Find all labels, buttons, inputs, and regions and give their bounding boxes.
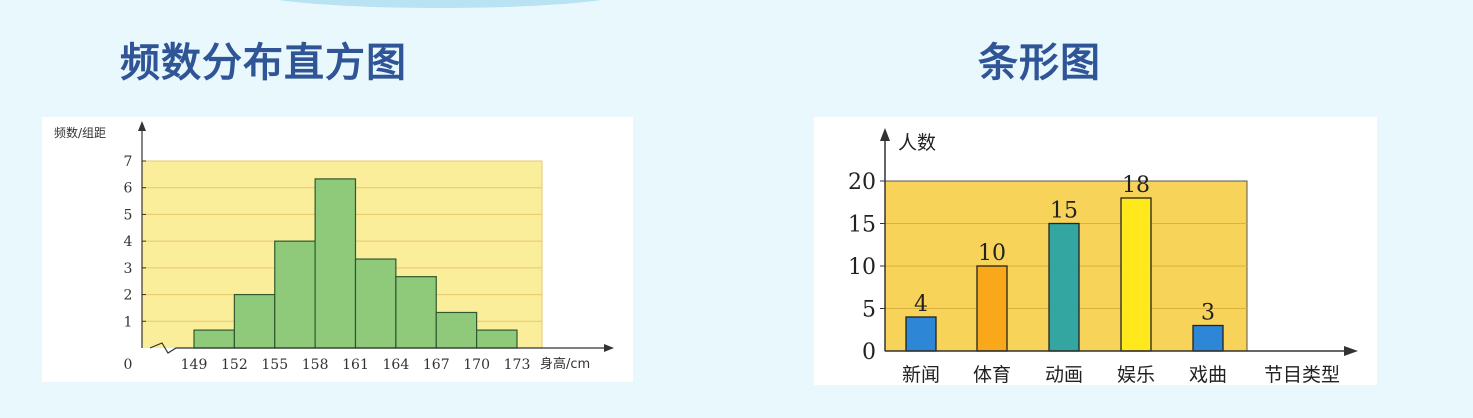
bar-data-label: 3 [1201,301,1215,326]
histogram-x-tick-label: 164 [383,357,410,373]
bar-chart-heading: 条形图 [978,40,1101,86]
bar-data-label: 18 [1122,173,1150,198]
histogram-bar [395,276,437,349]
histogram-x-axis-arrow [604,344,614,352]
histogram-bar [193,329,235,349]
histogram-origin-label: 0 [124,357,133,373]
bar-y-tick-label: 10 [848,255,876,280]
histogram-y-axis-arrow [138,121,146,131]
histogram-x-tick-label: 152 [221,357,248,373]
bar-y-axis-label: 人数 [898,132,936,154]
bar-y-tick-label: 15 [848,213,876,238]
histogram-x-axis [149,342,608,354]
histogram-y-tick-label: 5 [124,207,133,223]
histogram-x-axis-label: 身高/cm [540,356,590,372]
histogram-bar [476,329,518,349]
histogram-x-tick-label: 161 [342,357,369,373]
bar-data-label: 10 [978,241,1006,266]
histogram-bar [314,178,357,349]
bar-category-label: 戏曲 [1189,364,1227,385]
histogram-bar [233,293,276,349]
histogram-y-tick-label: 2 [124,288,133,304]
histogram-bar [274,240,316,349]
top-decoration [250,0,630,8]
histogram-x-tick-label: 170 [463,357,490,373]
histogram-y-tick-label: 3 [124,261,133,277]
bar-y-tick-label: 0 [862,340,876,365]
histogram-y-axis-label: 频数/组距 [54,125,106,140]
histogram-x-tick-label: 167 [423,357,450,373]
histogram-x-tick-label: 158 [302,357,329,373]
bar-category-label: 娱乐 [1117,364,1155,385]
histogram-y-tick-label: 6 [124,181,133,197]
histogram-x-tick-label: 173 [504,357,531,373]
bar [1048,222,1080,352]
histogram-x-tick-label: 155 [261,357,288,373]
bar-category-label: 体育 [973,364,1011,385]
histogram-bar [354,258,397,349]
bar [905,316,937,352]
bar-x-axis-label: 节目类型 [1264,364,1340,385]
histogram-y-tick-label: 7 [124,154,133,170]
bar-category-label: 新闻 [902,364,940,385]
histogram-heading: 频数分布直方图 [120,40,407,86]
histogram-chart: 1 2 3 4 5 6 7 0 149 152 155 158 161 164 167 170 173 频数/组距… [54,121,614,373]
histogram-bar [435,311,478,349]
bar-y-axis-arrow [880,128,890,141]
bar-chart-panel: 4 新闻 10 体育 15 动画 18 娱乐 3 戏曲 0 5 10 15 20 人数节目类型 [814,117,1377,385]
histogram-x-tick-label: 149 [181,357,208,373]
histogram-panel: 1 2 3 4 5 6 7 0 149 152 155 158 161 164 167 170 173 频数/组距… [42,117,633,382]
bar [1192,324,1224,352]
bar-y-tick-label: 5 [862,298,876,323]
bar [1120,197,1152,352]
bar-data-label: 15 [1050,199,1078,224]
bar-x-axis-arrow [1344,346,1358,356]
bar [976,265,1008,352]
histogram-y-tick-label: 4 [124,234,133,250]
histogram-y-tick-label: 1 [124,314,133,330]
bar-category-label: 动画 [1045,364,1083,385]
bar-y-tick-label: 20 [848,170,876,195]
bar-data-label: 4 [914,292,928,317]
